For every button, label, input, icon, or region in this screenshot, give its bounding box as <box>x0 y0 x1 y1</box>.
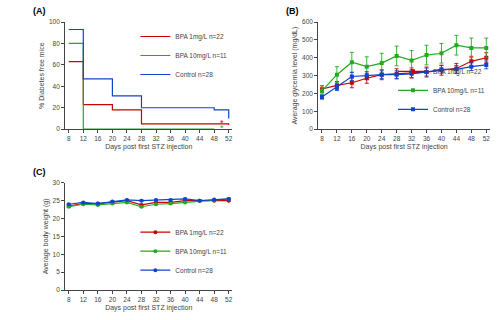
svg-text:100: 100 <box>302 108 313 115</box>
svg-text:Days post first STZ injection: Days post first STZ injection <box>361 143 448 151</box>
svg-text:32: 32 <box>152 296 160 303</box>
svg-text:48: 48 <box>211 135 219 142</box>
svg-text:(B): (B) <box>286 6 299 16</box>
svg-text:20: 20 <box>53 215 61 222</box>
svg-text:0: 0 <box>56 125 60 132</box>
svg-text:*: * <box>220 123 224 133</box>
svg-text:BPA 10mg/L n=11: BPA 10mg/L n=11 <box>175 248 227 256</box>
svg-text:*: * <box>220 118 224 128</box>
svg-text:28: 28 <box>138 135 146 142</box>
svg-text:600: 600 <box>302 18 313 25</box>
svg-text:400: 400 <box>302 54 313 61</box>
svg-text:40: 40 <box>181 296 189 303</box>
svg-text:8: 8 <box>67 296 71 303</box>
svg-text:20: 20 <box>109 296 117 303</box>
svg-text:48: 48 <box>468 135 476 142</box>
svg-text:15: 15 <box>53 233 61 240</box>
svg-text:32: 32 <box>152 135 160 142</box>
svg-text:30: 30 <box>53 179 61 186</box>
svg-text:12: 12 <box>80 135 88 142</box>
svg-text:52: 52 <box>225 135 233 142</box>
svg-text:Control n=28: Control n=28 <box>433 106 471 113</box>
svg-text:24: 24 <box>123 296 131 303</box>
svg-text:Average glycemia level (mg/dL): Average glycemia level (mg/dL) <box>291 27 299 125</box>
svg-text:0: 0 <box>309 125 313 132</box>
svg-text:48: 48 <box>211 296 219 303</box>
svg-text:24: 24 <box>123 135 131 142</box>
svg-text:BPA 1mg/L n=22: BPA 1mg/L n=22 <box>175 33 224 41</box>
svg-text:Days post first STZ injection: Days post first STZ injection <box>105 304 192 312</box>
svg-text:12: 12 <box>80 296 88 303</box>
svg-text:36: 36 <box>167 135 175 142</box>
svg-text:25: 25 <box>53 197 61 204</box>
svg-text:300: 300 <box>302 72 313 79</box>
svg-text:16: 16 <box>348 135 356 142</box>
svg-text:BPA 1mg/L n=22: BPA 1mg/L n=22 <box>175 229 224 237</box>
svg-text:12: 12 <box>333 135 341 142</box>
svg-text:8: 8 <box>320 135 324 142</box>
svg-text:16: 16 <box>94 296 102 303</box>
svg-text:BPA 1mg/L n=22: BPA 1mg/L n=22 <box>433 68 482 76</box>
svg-text:Days post first STZ injection: Days post first STZ injection <box>105 143 192 151</box>
svg-text:(A): (A) <box>33 6 46 16</box>
svg-text:20: 20 <box>109 135 117 142</box>
svg-text:36: 36 <box>167 296 175 303</box>
svg-text:Control n=28: Control n=28 <box>175 71 213 78</box>
svg-text:32: 32 <box>408 135 416 142</box>
svg-text:24: 24 <box>378 135 386 142</box>
svg-text:36: 36 <box>423 135 431 142</box>
svg-text:52: 52 <box>483 135 491 142</box>
svg-text:44: 44 <box>196 135 204 142</box>
svg-text:40: 40 <box>53 83 61 90</box>
svg-text:20: 20 <box>53 104 61 111</box>
svg-text:BPA 10mg/L n=11: BPA 10mg/L n=11 <box>175 52 227 60</box>
svg-text:40: 40 <box>181 135 189 142</box>
svg-text:(C): (C) <box>33 167 46 177</box>
svg-text:28: 28 <box>393 135 401 142</box>
svg-text:52: 52 <box>225 296 233 303</box>
svg-text:5: 5 <box>56 268 60 275</box>
svg-text:Average body weight (g): Average body weight (g) <box>42 199 50 275</box>
svg-text:44: 44 <box>453 135 461 142</box>
svg-text:80: 80 <box>53 40 61 47</box>
svg-text:100: 100 <box>49 18 60 25</box>
svg-text:60: 60 <box>53 61 61 68</box>
svg-text:% Diabetes free mice: % Diabetes free mice <box>38 42 45 109</box>
svg-text:10: 10 <box>53 251 61 258</box>
svg-text:16: 16 <box>94 135 102 142</box>
svg-text:200: 200 <box>302 90 313 97</box>
svg-text:40: 40 <box>438 135 446 142</box>
svg-text:28: 28 <box>138 296 146 303</box>
svg-text:500: 500 <box>302 36 313 43</box>
svg-text:Control n=28: Control n=28 <box>175 267 213 274</box>
svg-text:20: 20 <box>363 135 371 142</box>
svg-text:0: 0 <box>56 286 60 293</box>
svg-text:BPA 10mg/L n=11: BPA 10mg/L n=11 <box>433 87 485 95</box>
svg-text:8: 8 <box>67 135 71 142</box>
svg-text:44: 44 <box>196 296 204 303</box>
